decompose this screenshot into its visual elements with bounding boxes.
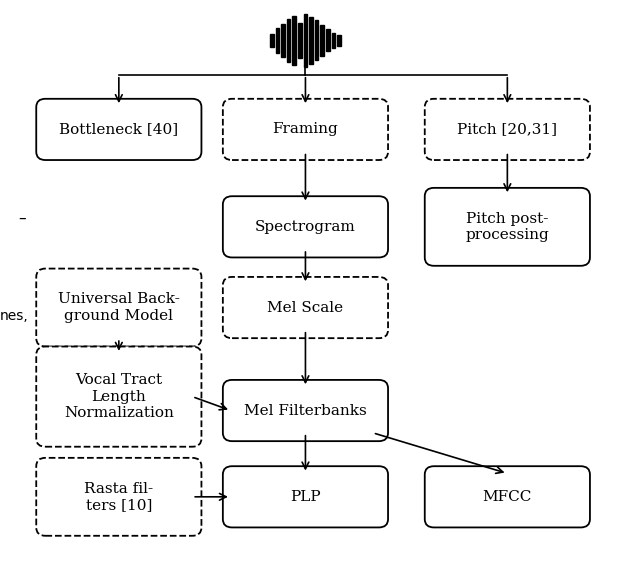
Text: Universal Back-
ground Model: Universal Back- ground Model xyxy=(58,293,180,323)
Bar xyxy=(292,16,296,65)
Bar xyxy=(326,29,330,51)
FancyBboxPatch shape xyxy=(36,346,202,447)
Bar xyxy=(287,19,291,62)
Text: PLP: PLP xyxy=(290,490,321,504)
FancyBboxPatch shape xyxy=(223,277,388,338)
Bar xyxy=(298,23,301,58)
Text: Pitch [20,31]: Pitch [20,31] xyxy=(458,123,557,136)
Text: Mel Filterbanks: Mel Filterbanks xyxy=(244,403,367,418)
FancyBboxPatch shape xyxy=(36,99,202,160)
Text: Bottleneck [40]: Bottleneck [40] xyxy=(60,123,179,136)
Bar xyxy=(276,28,279,53)
Bar xyxy=(303,14,307,67)
Bar xyxy=(315,20,319,60)
Text: Pitch post-
processing: Pitch post- processing xyxy=(465,212,549,242)
Text: Framing: Framing xyxy=(273,123,339,136)
FancyBboxPatch shape xyxy=(223,99,388,160)
Text: –: – xyxy=(18,211,26,226)
FancyBboxPatch shape xyxy=(223,466,388,528)
Bar xyxy=(332,33,335,48)
Text: Spectrogram: Spectrogram xyxy=(255,220,356,234)
FancyBboxPatch shape xyxy=(425,466,590,528)
Text: Rasta fil-
ters [10]: Rasta fil- ters [10] xyxy=(84,482,154,512)
Text: Vocal Tract
Length
Normalization: Vocal Tract Length Normalization xyxy=(64,373,174,420)
Bar xyxy=(321,25,324,56)
FancyBboxPatch shape xyxy=(425,99,590,160)
Text: MFCC: MFCC xyxy=(483,490,532,504)
FancyBboxPatch shape xyxy=(223,196,388,258)
Text: Mel Scale: Mel Scale xyxy=(268,301,344,315)
Bar xyxy=(337,35,341,46)
FancyBboxPatch shape xyxy=(223,380,388,441)
FancyBboxPatch shape xyxy=(425,188,590,266)
Bar xyxy=(281,24,285,57)
Bar xyxy=(270,34,274,47)
FancyBboxPatch shape xyxy=(36,268,202,346)
FancyBboxPatch shape xyxy=(36,458,202,536)
Text: nes,: nes, xyxy=(0,309,28,323)
Bar xyxy=(309,17,313,64)
